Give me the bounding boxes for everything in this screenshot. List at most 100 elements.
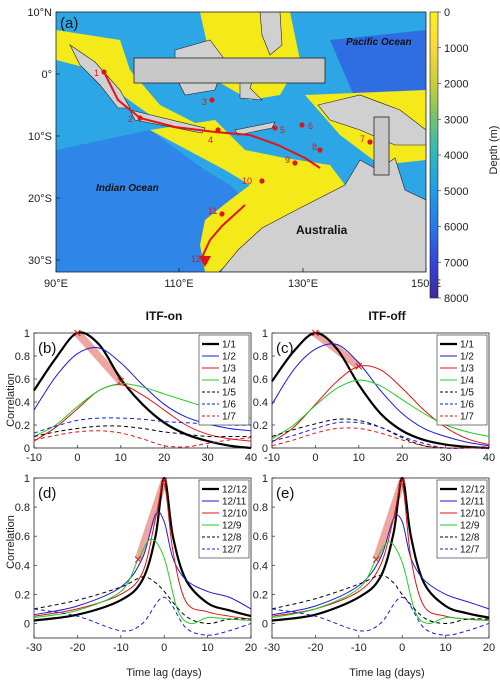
x-tick-label: 10 (201, 642, 213, 654)
pacific-ocean-label: Pacific Ocean (346, 37, 412, 48)
x-tick-label: 40 (483, 452, 495, 464)
panel-label: (d) (38, 485, 56, 502)
legend-entry: 12/9 (460, 521, 480, 532)
chart-panel: -30 -20 -10 0 10 2000.20.40.60.81(e) 12/1212/1… (253, 473, 495, 654)
colorbar-tick-label: 5000 (444, 186, 468, 198)
x-tick-label: 20 (396, 452, 408, 464)
y-tick-label: 0.4 (15, 560, 30, 572)
series-line-12-8 (271, 574, 490, 624)
legend-entry: 1/5 (460, 388, 474, 399)
legend-entry: 1/2 (460, 352, 474, 363)
series-line-12-10 (33, 482, 252, 620)
map-lat-tick-label: 10°S (28, 131, 52, 143)
nudging-region-box (373, 116, 390, 176)
legend-entry: 12/10 (460, 509, 485, 520)
peak-marker (372, 556, 380, 563)
site-number: 4 (208, 135, 213, 145)
x-tick-label: -10 (264, 452, 280, 464)
site-number: 1 (94, 68, 99, 78)
map-frame (55, 11, 427, 273)
series-line-12-12 (33, 476, 252, 622)
x-tick-label: 40 (245, 452, 257, 464)
peak-marker (355, 362, 363, 370)
map-lat-tick-label: 30°S (28, 255, 52, 267)
y-tick-label: 0.4 (253, 560, 268, 572)
site-number: 12 (191, 254, 201, 264)
legend-entry: 12/12 (460, 485, 485, 496)
x-tick-label: -30 (26, 642, 42, 654)
legend-entry: 1/4 (222, 376, 236, 387)
site-number: 7 (360, 134, 365, 144)
panel-label: (e) (276, 485, 294, 502)
site-marker (272, 125, 278, 131)
site-number: 10 (242, 176, 252, 186)
series-line-12-7 (33, 596, 252, 636)
site-marker (259, 178, 265, 184)
y-tick-label: 0.8 (15, 351, 30, 363)
shelf-area (56, 30, 205, 135)
legend-box (436, 479, 488, 559)
peak-marker (134, 556, 142, 563)
series-line-12-12 (271, 476, 490, 622)
site-marker (299, 122, 305, 128)
map-lon-tick-label: 130°E (288, 278, 318, 290)
x-tick-label: 0 (312, 452, 318, 464)
legend-entry: 1/2 (222, 352, 236, 363)
colorbar-tick-label: 3000 (444, 114, 468, 126)
chart-panel: -10 0 10 20 30 4000.20.40.60.81(c) 1/11/21/31/… (253, 328, 495, 464)
deep-basin-area (330, 30, 426, 110)
australia-label: Australia (296, 223, 348, 237)
series-line-1-2 (33, 347, 252, 432)
series-line-1-7 (33, 430, 252, 448)
legend-entry: 1/6 (222, 400, 236, 411)
site-number: 6 (308, 121, 313, 131)
series-line-1-2 (271, 343, 490, 447)
y-tick-label: 0 (262, 618, 268, 630)
java-island (129, 109, 206, 134)
site-number: 9 (285, 155, 290, 165)
x-tick-label: -10 (351, 642, 367, 654)
legend-entry: 12/7 (222, 545, 242, 556)
new-guinea-island (317, 94, 426, 146)
x-tick-label: -10 (113, 642, 129, 654)
legend-entry: 12/11 (460, 497, 485, 508)
site-marker (137, 115, 143, 121)
colorbar-gradient (429, 11, 439, 299)
y-tick-label: 1 (262, 328, 268, 340)
legend-entry: 12/12 (222, 485, 247, 496)
y-tick-label: 0 (24, 618, 30, 630)
legend-entry: 12/8 (460, 533, 480, 544)
depth-colorbar: 0 1000 2000 3000 4000 5000 6000 7000 8000 Depth … (429, 7, 500, 305)
chart-panel: -10 0 10 20 30 4000.20.40.60.81(b) 1/11/21/31/… (15, 328, 257, 464)
series-line-1-5 (33, 425, 251, 438)
x-tick-label: -30 (264, 642, 280, 654)
panel-label-a: (a) (60, 15, 78, 32)
y-tick-label: 0.8 (15, 502, 30, 514)
legend-entry: 12/8 (222, 533, 242, 544)
x-tick-label: 30 (439, 452, 451, 464)
shelf-area (150, 120, 345, 272)
chart-panel: -30 -20 -10 0 10 2000.20.40.60.81(d) 12/1212/1… (15, 473, 257, 654)
peak-marker (160, 477, 168, 485)
y-tick-label: 0.6 (15, 374, 30, 386)
legend-entry: 1/5 (222, 388, 236, 399)
xlabel-left: Time lag (days) (126, 667, 201, 679)
y-tick-label: 1 (24, 473, 30, 485)
peak-marker (312, 329, 319, 337)
series-line-1-1 (271, 331, 490, 450)
y-tick-label: 0.6 (253, 531, 268, 543)
x-tick-label: 10 (115, 452, 127, 464)
y-tick-label: 1 (24, 328, 30, 340)
map-lon-tick-label: 110°E (164, 278, 193, 290)
legend-entry: 1/3 (222, 364, 236, 375)
y-tick-label: 0.4 (15, 397, 30, 409)
xlabel-right: Time lag (days) (349, 667, 424, 679)
series-line-1-3 (33, 384, 252, 442)
site-marker (209, 97, 215, 103)
site-marker (202, 259, 208, 265)
site-number: 5 (280, 125, 285, 135)
deep-basin-area (56, 130, 250, 272)
